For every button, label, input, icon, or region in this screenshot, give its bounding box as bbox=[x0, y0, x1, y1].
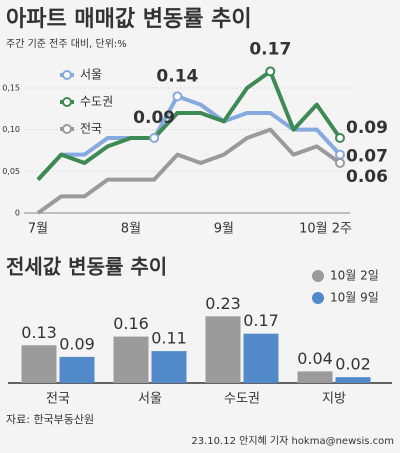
point-marker bbox=[335, 133, 345, 143]
point-marker bbox=[149, 133, 160, 143]
bar bbox=[59, 356, 95, 383]
point-marker bbox=[335, 158, 345, 168]
x-tick-label: 9월 bbox=[214, 222, 234, 237]
legend-label: 수도권 bbox=[80, 95, 113, 109]
point-marker bbox=[335, 149, 345, 160]
x-tick-label: 7월 bbox=[28, 222, 48, 237]
point-label: 0.09 bbox=[133, 108, 175, 128]
legend-marker bbox=[62, 124, 72, 134]
y-tick-label: 0,15 bbox=[2, 84, 20, 93]
bar bbox=[113, 336, 149, 383]
y-tick-label: 0,10 bbox=[2, 125, 20, 134]
point-label: 0.06 bbox=[346, 167, 388, 187]
bar-label: 0.11 bbox=[151, 329, 187, 348]
credit: 23.10.12 안지혜 기자 hokma@newsis.com bbox=[191, 435, 394, 447]
point-label: 0.17 bbox=[249, 39, 291, 59]
bar bbox=[297, 371, 333, 383]
bar bbox=[151, 351, 187, 383]
y-tick-label: 0 bbox=[15, 209, 20, 218]
chart-subtitle: 주간 기준 전주 대비, 단위:% bbox=[6, 37, 127, 50]
x-tick-label: 서울 bbox=[138, 392, 162, 407]
bar-label: 0.04 bbox=[297, 349, 333, 368]
point-marker bbox=[172, 91, 183, 102]
legend-marker bbox=[312, 270, 324, 282]
point-label: 0.14 bbox=[156, 66, 198, 86]
bar bbox=[335, 377, 371, 383]
bar-label: 0.09 bbox=[59, 334, 95, 353]
bar-label: 0.16 bbox=[113, 314, 149, 333]
chart-title: 아파트 매매값 변동률 추이 bbox=[6, 7, 252, 32]
bar bbox=[205, 316, 241, 383]
source: 자료: 한국부동산원 bbox=[6, 413, 94, 426]
x-tick-label: 8월 bbox=[121, 222, 141, 237]
bar-label: 0.17 bbox=[243, 311, 279, 330]
x-tick-label: 지방 bbox=[322, 392, 346, 407]
legend-label: 10월 9일 bbox=[330, 291, 379, 305]
legend-marker bbox=[62, 97, 72, 107]
legend-marker bbox=[312, 292, 324, 304]
legend-label: 10월 2일 bbox=[330, 269, 379, 283]
line-series bbox=[36, 127, 342, 215]
legend-label: 전국 bbox=[80, 122, 102, 136]
x-tick-label: 수도권 bbox=[224, 392, 260, 407]
bar-label: 0.23 bbox=[205, 294, 241, 313]
bar-label: 0.13 bbox=[21, 323, 57, 342]
line-series bbox=[36, 69, 342, 182]
point-marker bbox=[265, 66, 276, 77]
x-tick-label: 10월 2주 bbox=[299, 222, 352, 237]
bar bbox=[243, 333, 279, 383]
line-series bbox=[36, 94, 342, 182]
chart-title: 전세값 변동률 추이 bbox=[6, 255, 167, 279]
bar-label: 0.02 bbox=[335, 355, 371, 374]
point-label: 0.07 bbox=[346, 147, 388, 167]
point-label: 0.09 bbox=[346, 118, 388, 138]
x-tick-label: 전국 bbox=[46, 392, 70, 407]
y-tick-label: 0,05 bbox=[2, 167, 20, 176]
legend-label: 서울 bbox=[80, 68, 102, 82]
legend-marker bbox=[62, 70, 72, 80]
bar bbox=[21, 345, 57, 383]
